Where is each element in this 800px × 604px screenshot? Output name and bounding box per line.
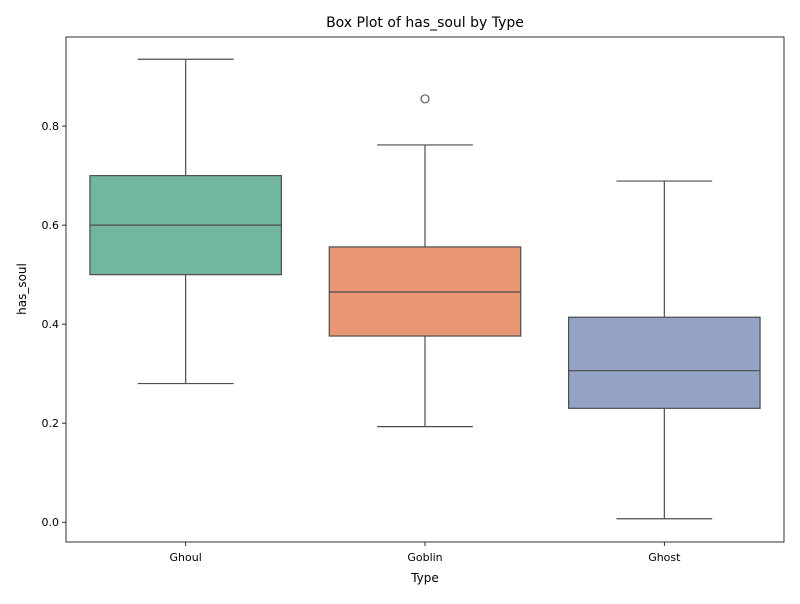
x-tick-label-ghoul: Ghoul xyxy=(170,551,202,564)
outlier-goblin xyxy=(420,94,430,104)
plot-area: 0.0 0.2 0.4 0.6 0.8 Ghoul Goblin Ghost xyxy=(42,36,785,564)
x-tick-label-ghost: Ghost xyxy=(648,551,681,564)
chart-title: Box Plot of has_soul by Type xyxy=(326,15,524,31)
box-ghost xyxy=(567,316,761,409)
y-tick-label: 0.6 xyxy=(42,219,60,232)
y-tick-label: 0.2 xyxy=(42,417,60,430)
y-tick-label: 0.0 xyxy=(42,516,60,529)
x-axis-label: Type xyxy=(410,571,439,585)
x-tick-label-goblin: Goblin xyxy=(407,551,442,564)
y-tick-label: 0.4 xyxy=(42,318,60,331)
y-tick-label: 0.8 xyxy=(42,120,60,133)
y-axis-label: has_soul xyxy=(15,263,29,315)
